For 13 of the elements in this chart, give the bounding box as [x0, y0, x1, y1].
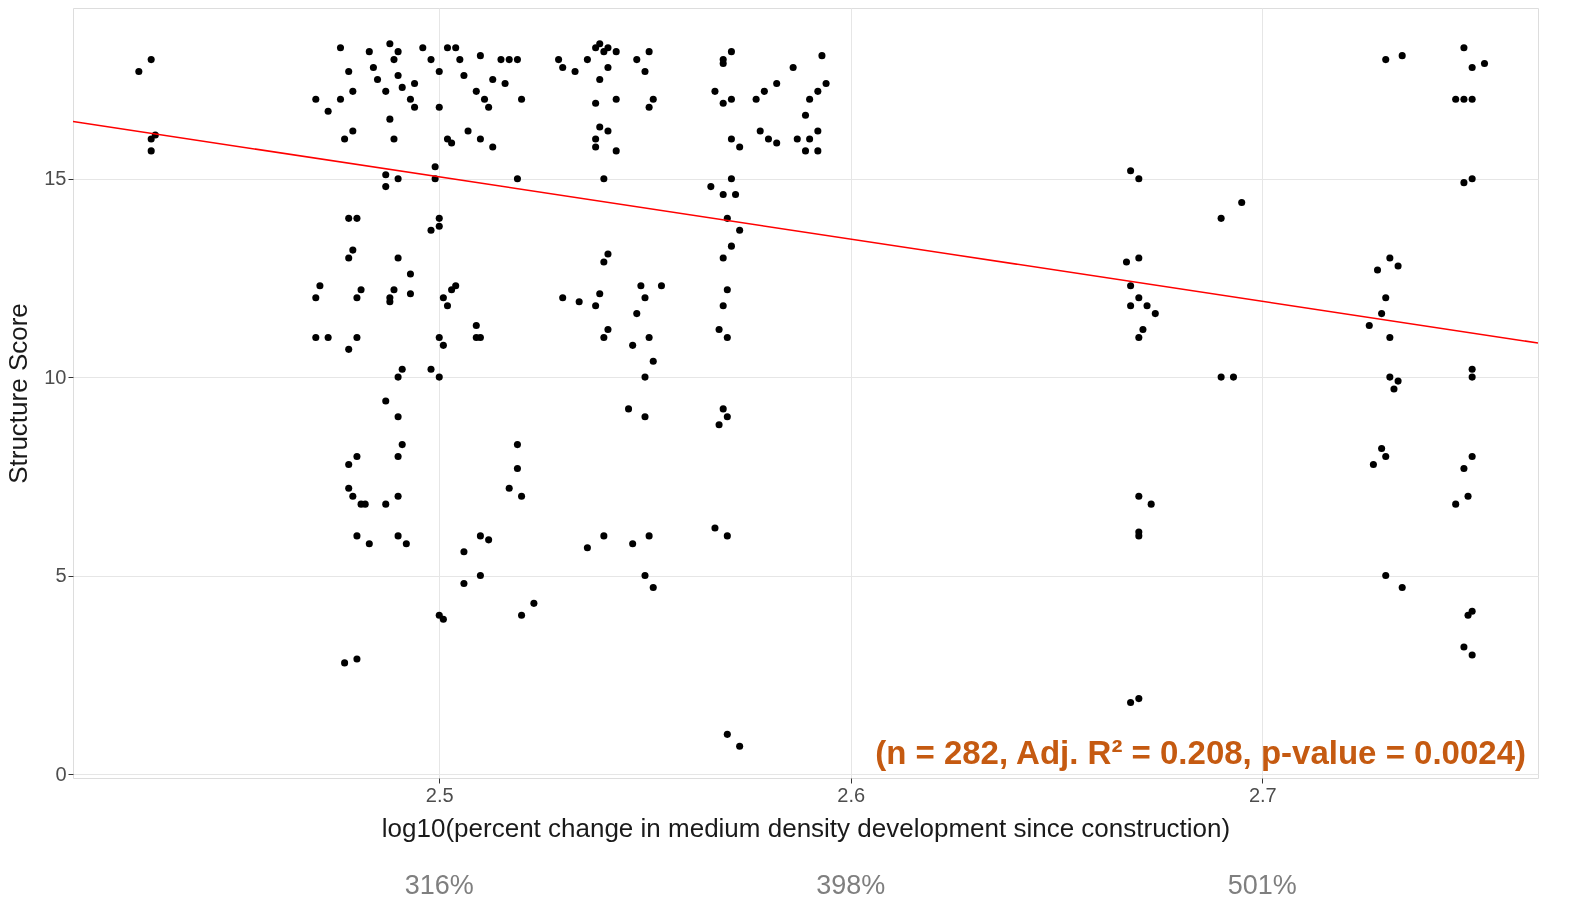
text: 501% [1227, 870, 1297, 900]
text: 316% [404, 870, 474, 900]
y-axis-title: Structure Score [3, 303, 34, 484]
text: 398% [816, 870, 886, 900]
x-tick-label: 2.5 [425, 783, 454, 806]
annotation: (n = 282, Adj. R² = 0.208, p-value = 0.0024) [875, 734, 1526, 771]
y-tick-label: 5 [55, 564, 67, 587]
y-tick-label: 0 [55, 762, 67, 785]
x-axis-title: log10(percent change in medium density development since construction) [381, 812, 1231, 843]
y-tick-label: 10 [44, 365, 67, 388]
x-tick-label: 2.7 [1248, 783, 1277, 806]
y-tick-label: 15 [44, 167, 67, 190]
x-tick-label: 2.6 [837, 783, 866, 806]
